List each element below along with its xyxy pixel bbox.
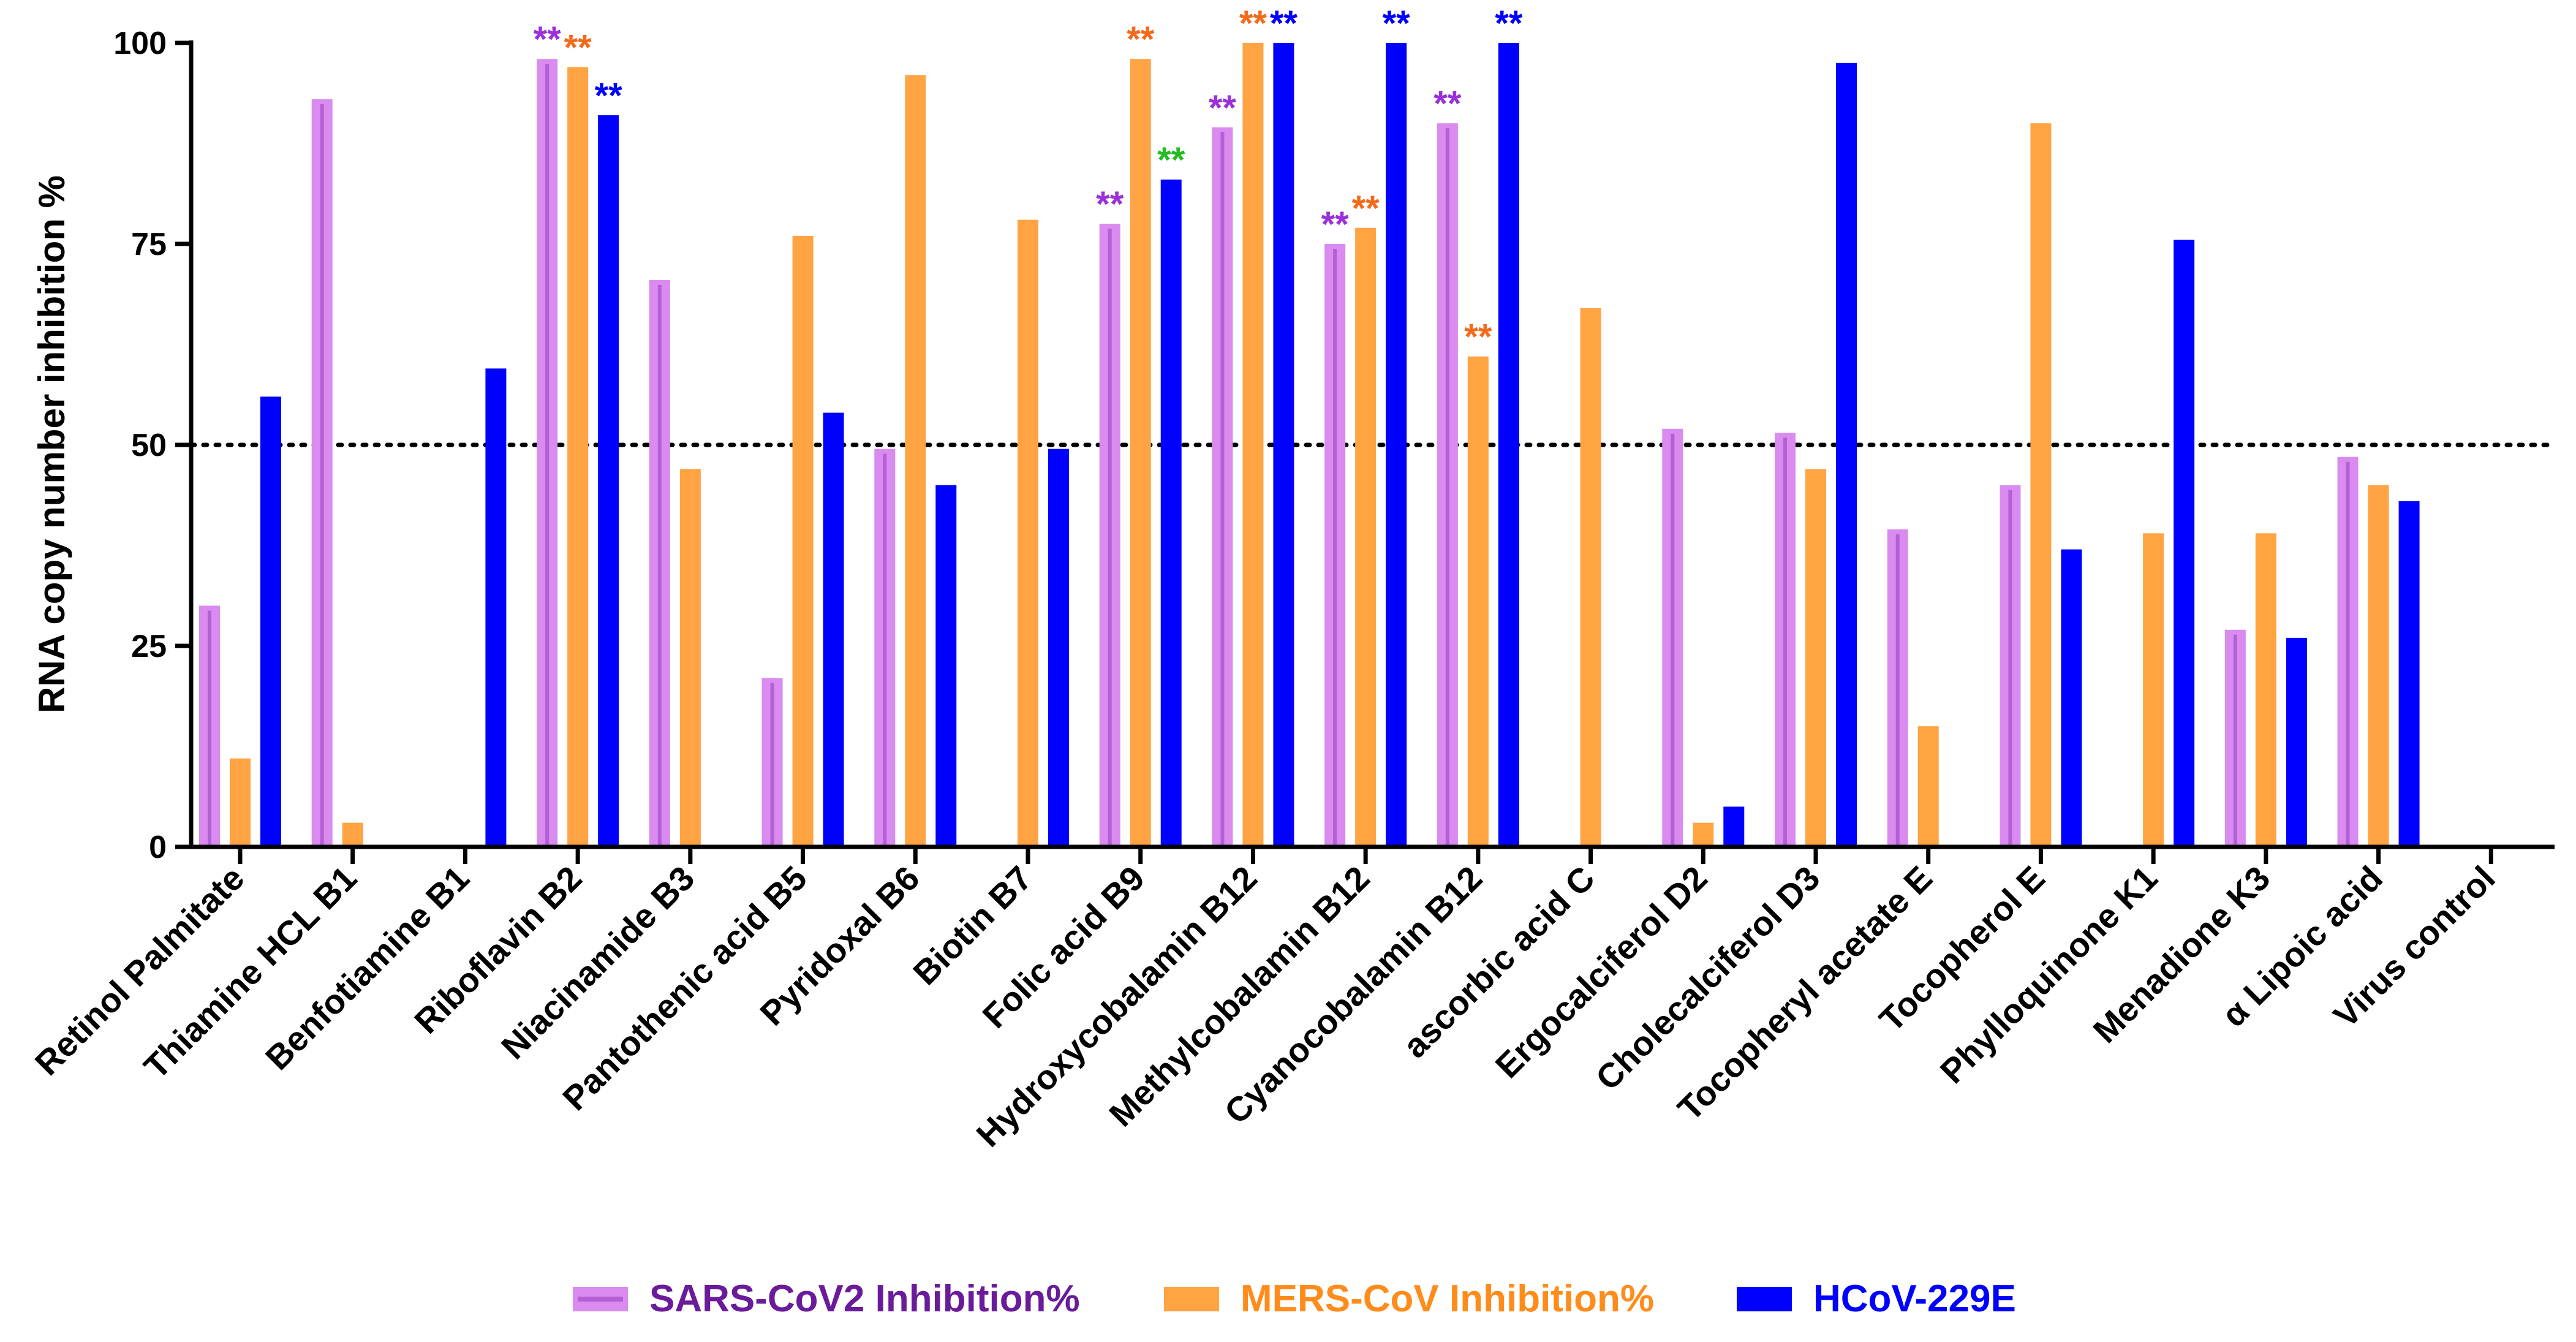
bar-inner-1-12 — [1445, 128, 1449, 847]
bar-2-18 — [2143, 533, 2164, 847]
bar-3-10 — [1273, 43, 1294, 847]
bar-2-12 — [1467, 356, 1489, 847]
bar-3-18 — [2174, 240, 2195, 847]
legend-label-3: HCoV-229E — [1813, 1278, 2016, 1320]
y-tick-label: 0 — [149, 830, 167, 865]
bar-2-13 — [1580, 308, 1601, 847]
significance-marker: ** — [1096, 184, 1124, 224]
bar-inner-1-9 — [1108, 229, 1112, 847]
bar-2-15 — [1805, 469, 1826, 847]
bar-3-17 — [2061, 549, 2082, 847]
bar-3-19 — [2286, 637, 2307, 847]
significance-marker: ** — [1383, 4, 1411, 44]
bar-2-11 — [1355, 227, 1377, 847]
y-axis-title: RNA copy number inhibition % — [31, 175, 72, 713]
bar-2-4 — [567, 67, 589, 847]
significance-marker: ** — [1495, 4, 1523, 44]
significance-marker: ** — [1464, 317, 1492, 357]
bar-3-7 — [935, 485, 957, 847]
significance-marker: ** — [1157, 140, 1185, 180]
x-tick-label: ascorbic acid C — [1396, 859, 1602, 1065]
y-tick-label: 100 — [113, 26, 167, 61]
bar-3-3 — [485, 368, 507, 847]
bar-inner-1-2 — [320, 104, 324, 847]
bar-3-1 — [260, 396, 281, 847]
x-tick-label: Benfotiamine B1 — [258, 859, 477, 1077]
bar-2-2 — [342, 822, 363, 847]
y-tick-label: 75 — [131, 227, 167, 262]
x-tick-label: Phylloquinone K1 — [1933, 859, 2165, 1091]
bar-2-9 — [1130, 59, 1151, 847]
x-tick-label: Niacinamide B3 — [494, 859, 701, 1066]
bar-2-5 — [679, 469, 701, 847]
bar-inner-1-16 — [1895, 534, 1900, 847]
bar-2-14 — [1693, 822, 1714, 847]
legend-swatch-inner-1 — [578, 1297, 623, 1302]
bar-2-10 — [1242, 43, 1264, 847]
bar-3-8 — [1048, 449, 1069, 847]
bar-3-6 — [823, 412, 844, 847]
bar-3-12 — [1498, 43, 1519, 847]
x-tick-label: Thiamine HCL B1 — [137, 859, 364, 1086]
bar-2-8 — [1018, 219, 1038, 847]
legend-swatch-2 — [1164, 1287, 1219, 1311]
bar-inner-1-5 — [657, 285, 662, 847]
bar-2-20 — [2368, 485, 2389, 847]
bar-2-17 — [2030, 123, 2052, 847]
bar-3-15 — [1836, 63, 1857, 847]
significance-marker: ** — [1127, 20, 1155, 59]
y-tick-label: 50 — [131, 428, 167, 463]
significance-marker: ** — [1239, 4, 1267, 44]
bar-inner-1-14 — [1671, 433, 1675, 847]
bar-3-20 — [2398, 501, 2420, 847]
bar-2-16 — [1917, 726, 1939, 847]
legend: SARS-CoV2 Inhibition% MERS-CoV Inhibition… — [573, 1278, 2016, 1320]
bar-inner-1-20 — [2346, 461, 2350, 847]
significance-marker: ** — [1352, 189, 1380, 229]
legend-label-1: SARS-CoV2 Inhibition% — [649, 1278, 1080, 1320]
bar-3-11 — [1386, 43, 1407, 847]
axes-layer: 0 25 50 75 100 — [113, 26, 2555, 865]
significance-marker: ** — [1270, 4, 1298, 44]
significance-marker: ** — [1209, 88, 1237, 128]
bar-inner-1-17 — [2008, 490, 2012, 847]
bar-2-19 — [2255, 533, 2276, 847]
bar-2-6 — [792, 235, 814, 847]
legend-label-2: MERS-CoV Inhibition% — [1241, 1278, 1654, 1320]
legend-swatch-3 — [1737, 1287, 1792, 1311]
y-axis-title-group: RNA copy number inhibition % — [31, 175, 72, 713]
x-tick-label: Cholecalciferol D3 — [1588, 859, 1827, 1097]
bar-2-7 — [905, 75, 926, 847]
x-tick-label: Ergocalciferol D2 — [1488, 859, 1715, 1085]
bar-3-4 — [598, 115, 619, 847]
bars-layer — [199, 43, 2420, 847]
x-tick-label: Retinol Palmitate — [28, 859, 252, 1083]
bar-inner-1-7 — [883, 453, 887, 847]
bar-inner-1-6 — [770, 683, 774, 847]
bar-inner-1-10 — [1220, 132, 1225, 847]
bar-inner-1-15 — [1783, 438, 1787, 847]
bar-inner-1-1 — [208, 610, 211, 847]
significance-marker: ** — [1321, 205, 1350, 245]
significance-marker: ** — [564, 28, 592, 67]
bar-3-9 — [1160, 180, 1182, 847]
significance-marker: ** — [534, 20, 562, 59]
bar-2-1 — [230, 758, 251, 847]
significance-marker: ** — [1433, 84, 1462, 124]
bar-inner-1-4 — [545, 64, 550, 847]
significance-marker: ** — [595, 76, 623, 116]
bar-inner-1-11 — [1333, 249, 1337, 847]
bar-3-14 — [1723, 806, 1745, 847]
significance-markers-layer: ** ************** **** ********** — [534, 4, 1523, 357]
bar-inner-1-19 — [2233, 634, 2237, 847]
y-tick-label: 25 — [131, 629, 167, 664]
